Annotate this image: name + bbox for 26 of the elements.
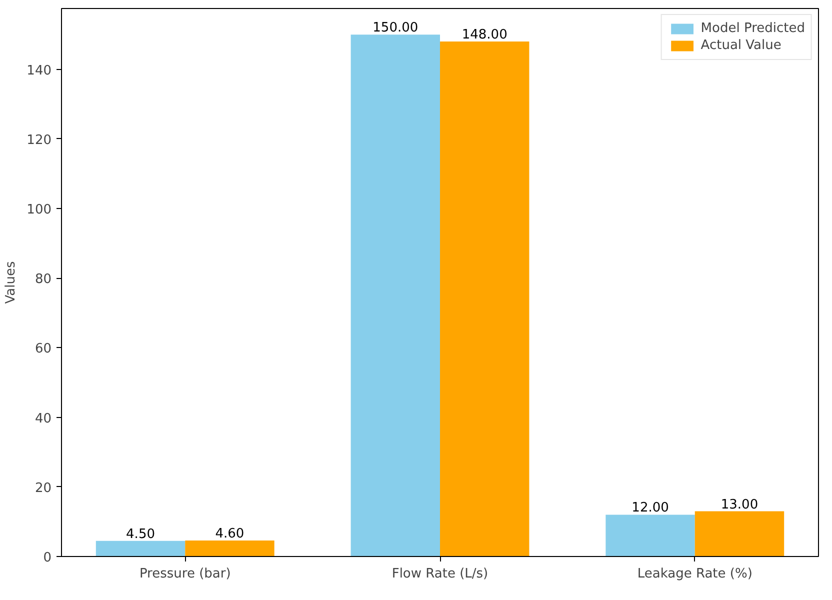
y-axis-title: Values	[4, 261, 19, 304]
y-tick-label: 20	[34, 480, 52, 496]
data-label: 148.00	[462, 28, 508, 43]
data-label: 12.00	[632, 500, 669, 516]
y-tick-label: 140	[26, 63, 52, 78]
legend-label: Actual Value	[700, 38, 782, 53]
x-tick-label: Pressure (bar)	[139, 566, 231, 582]
data-label: 150.00	[372, 20, 418, 36]
y-tick-label: 80	[34, 272, 52, 288]
y-tick-label: 60	[34, 342, 52, 357]
data-label: 4.50	[126, 526, 155, 542]
bar	[96, 540, 186, 556]
data-label: 13.00	[720, 497, 758, 512]
y-tick-label: 0	[43, 550, 52, 566]
x-tick-label: Flow Rate (L/s)	[392, 566, 488, 582]
bar	[185, 540, 274, 556]
bar	[694, 511, 784, 556]
y-tick-label: 120	[26, 132, 52, 148]
y-tick-label: 100	[26, 202, 52, 218]
bar	[350, 34, 440, 556]
x-tick-label: Leakage Rate (%)	[637, 566, 752, 582]
bar	[440, 42, 530, 556]
bar	[606, 514, 695, 556]
y-tick-label: 40	[34, 411, 52, 426]
data-label: 4.60	[215, 526, 244, 542]
legend-label: Model Predicted	[700, 21, 805, 36]
